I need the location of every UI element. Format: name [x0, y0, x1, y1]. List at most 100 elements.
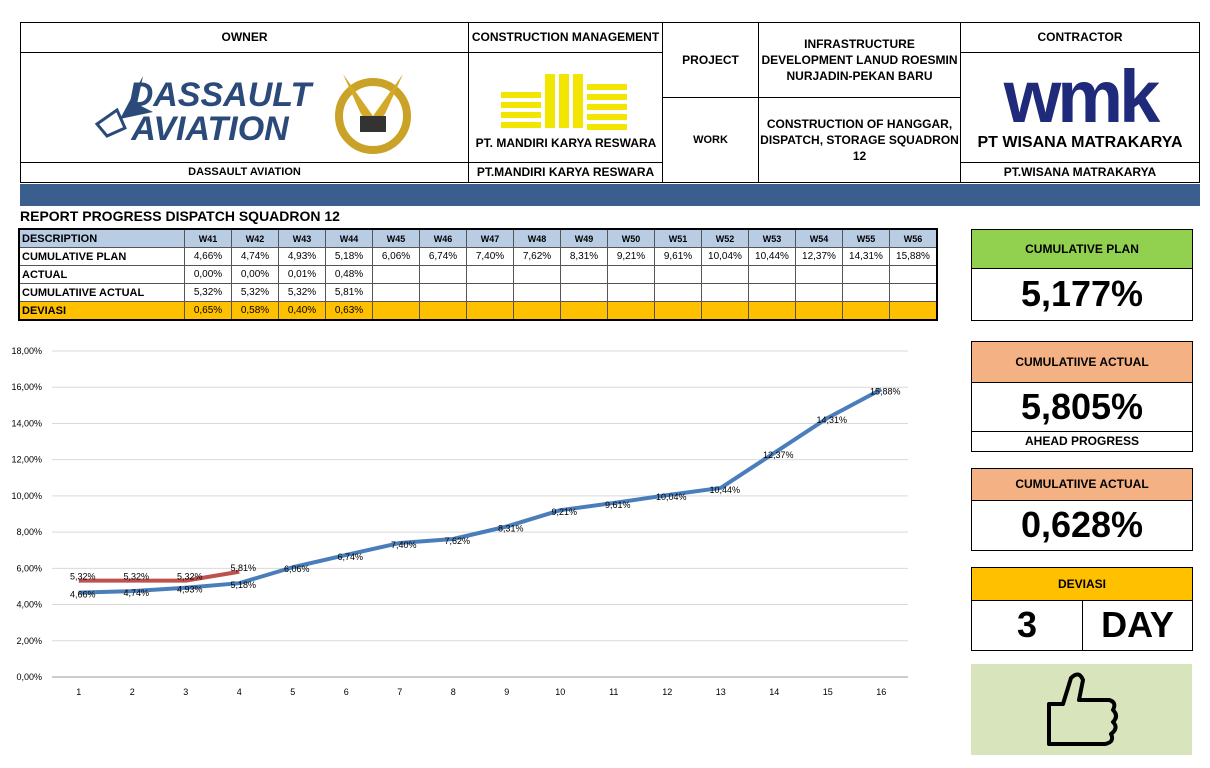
table-cell: 0,58% — [231, 301, 279, 321]
table-cell: W42 — [231, 228, 279, 248]
table-cell: W52 — [701, 228, 749, 248]
table-cell — [560, 265, 608, 284]
x-tick-label: 9 — [504, 687, 509, 697]
cm-label: CONSTRUCTION MANAGEMENT — [468, 22, 663, 53]
y-tick-label: 12,00% — [11, 455, 42, 465]
logo-text: PT. MANDIRI KARYA RESWARA — [475, 136, 656, 150]
x-tick-label: 2 — [130, 687, 135, 697]
data-label: 4,74% — [123, 588, 149, 598]
table-cell: 4,93% — [278, 247, 326, 266]
x-tick-label: 6 — [344, 687, 349, 697]
project-label: PROJECT — [662, 22, 759, 98]
table-cell — [748, 301, 796, 321]
table-cell — [372, 301, 420, 321]
table-cell — [419, 265, 467, 284]
owner-logo-art: DASSAULT AVIATION — [94, 73, 411, 154]
data-label: 9,21% — [551, 507, 577, 517]
logo-text: AVIATION — [130, 110, 290, 148]
contractor-name: PT.WISANA MATRAKARYA — [960, 162, 1200, 183]
table-cell — [889, 265, 938, 284]
table-cell: 0,63% — [325, 301, 373, 321]
table-cell — [701, 265, 749, 284]
table-cell: 12,37% — [795, 247, 843, 266]
table-cell: W51 — [654, 228, 702, 248]
data-label: 6,06% — [284, 564, 310, 574]
table-cell — [419, 301, 467, 321]
table-cell: ACTUAL — [18, 265, 185, 284]
table-cell — [748, 265, 796, 284]
table-cell — [560, 283, 608, 302]
chart: 0,00%2,00%4,00%6,00%8,00%10,00%12,00%14,… — [11, 346, 908, 697]
table-cell: 0,00% — [184, 265, 232, 284]
y-tick-label: 10,00% — [11, 491, 42, 501]
data-label: 5,81% — [230, 563, 256, 573]
data-label: 7,62% — [444, 536, 470, 546]
data-label: 15,88% — [870, 386, 901, 396]
table-cell — [889, 283, 938, 302]
data-label: 4,66% — [70, 590, 96, 600]
data-label: 5,32% — [123, 572, 149, 582]
x-tick-label: 1 — [76, 687, 81, 697]
kpi-label: DEVIASI — [971, 567, 1193, 601]
dassault-mark — [119, 75, 153, 119]
table-cell: 15,88% — [889, 247, 938, 266]
table-header: DESCRIPTION W41 W42 W43 W44 W45 W46 W47 W48 W49 W5… — [18, 228, 938, 248]
x-tick-label: 16 — [876, 687, 886, 697]
x-tick-label: 3 — [183, 687, 188, 697]
table-cell: 0,40% — [278, 301, 326, 321]
y-tick-label: 0,00% — [16, 672, 42, 682]
table-cell: 0,00% — [231, 265, 279, 284]
kpi-label: CUMULATIIVE ACTUAL — [971, 468, 1193, 501]
work: CONSTRUCTION OF HANGGAR, DISPATCH, STORA… — [758, 97, 961, 183]
kpi-value: 0,628% — [971, 500, 1193, 551]
y-tick-label: 2,00% — [16, 636, 42, 646]
thumbs-box — [971, 664, 1192, 755]
kpi-label: CUMULATIIVE ACTUAL — [971, 341, 1193, 383]
cm-logo-art: PT. MANDIRI KARYA RESWARA — [475, 73, 656, 150]
x-tick-label: 5 — [290, 687, 295, 697]
data-label: 10,44% — [709, 485, 740, 495]
table-cell: 4,66% — [184, 247, 232, 266]
x-tick-label: 13 — [716, 687, 726, 697]
work-label: WORK — [662, 97, 759, 183]
data-label: 8,31% — [498, 523, 524, 533]
table-cell — [842, 283, 890, 302]
banner — [20, 184, 1200, 206]
data-label: 6,74% — [337, 552, 363, 562]
table-cell: W54 — [795, 228, 843, 248]
table-cell — [560, 301, 608, 321]
x-tick-label: 12 — [662, 687, 672, 697]
data-label: 14,31% — [816, 415, 847, 425]
table-cell: 5,32% — [184, 283, 232, 302]
table-cell: 0,48% — [325, 265, 373, 284]
table-row: ACTUAL 0,00% 0,00% 0,01% 0,48% — [18, 265, 938, 284]
y-tick-label: 6,00% — [16, 563, 42, 573]
table-cell — [513, 301, 561, 321]
table-row: DEVIASI 0,65% 0,58% 0,40% 0,63% — [18, 301, 938, 321]
y-tick-label: 18,00% — [11, 346, 42, 356]
table-cell: 8,31% — [560, 247, 608, 266]
table-cell: W47 — [466, 228, 514, 248]
y-tick-label: 4,00% — [16, 600, 42, 610]
table-cell: 4,74% — [231, 247, 279, 266]
table-cell — [466, 301, 514, 321]
table-cell: DESCRIPTION — [18, 228, 185, 248]
table-cell: W50 — [607, 228, 655, 248]
table-cell: CUMULATIIVE ACTUAL — [18, 283, 185, 302]
table-cell: W56 — [889, 228, 938, 248]
kpi-unit: DAY — [1082, 600, 1193, 651]
thumbs-up — [1047, 672, 1118, 746]
x-tick-label: 7 — [397, 687, 402, 697]
y-tick-label: 14,00% — [11, 418, 42, 428]
table-cell — [701, 283, 749, 302]
table-cell: W55 — [842, 228, 890, 248]
table-cell: W41 — [184, 228, 232, 248]
table-cell: 7,62% — [513, 247, 561, 266]
table-cell: 0,65% — [184, 301, 232, 321]
cm-logo: PT. MANDIRI KARYA RESWARA — [468, 52, 663, 163]
table-cell: 5,81% — [325, 283, 373, 302]
table-cell: 14,31% — [842, 247, 890, 266]
table-cell — [513, 265, 561, 284]
table-cell: 9,21% — [607, 247, 655, 266]
